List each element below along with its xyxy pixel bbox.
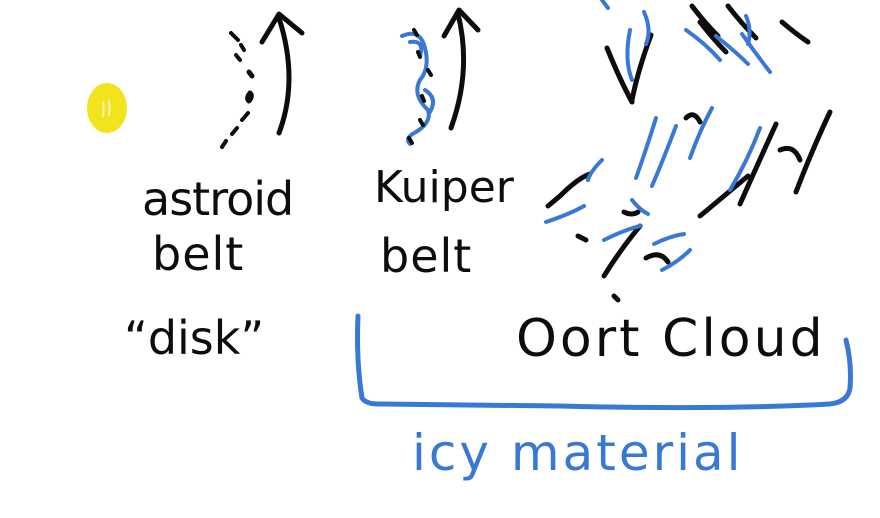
oort-cloud-label: Oort Cloud: [516, 309, 826, 369]
asteroid-belt-sketch: [220, 11, 305, 149]
asteroid-label-line2: belt: [152, 227, 244, 281]
disk-label: “disk”: [124, 311, 264, 365]
grouping-bracket: [355, 313, 853, 411]
icy-material-label: icy material: [412, 424, 744, 482]
pointer-dot-icon: [87, 83, 127, 133]
kuiper-belt-sketch: [400, 7, 481, 146]
asteroid-label-line1: astroid: [142, 172, 293, 226]
kuiper-label-line1: Kuiper: [374, 162, 515, 213]
oort-cloud-sketch: [544, 0, 833, 303]
kuiper-label-line2: belt: [380, 229, 472, 283]
